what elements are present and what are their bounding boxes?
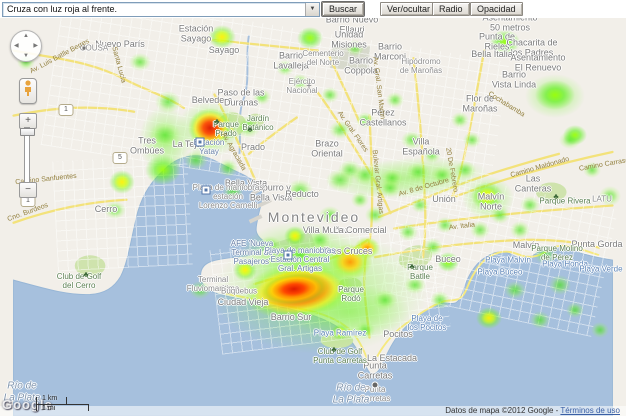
attribution-bar (0, 406, 626, 416)
pan-left-arrow-icon[interactable]: ◀ (14, 43, 19, 49)
scale-mi-label: 1 mi (42, 405, 56, 412)
golf-cerro (74, 255, 106, 277)
toolbar: Cruza con luz roja al frente. ▼ Buscar V… (0, 0, 626, 18)
scale-bar: 1 km 1 mi (36, 395, 96, 413)
pan-control[interactable]: ▲ ▼ ◀ ▶ (10, 30, 42, 62)
zoom-slider-handle[interactable] (20, 128, 35, 136)
pier (250, 184, 267, 196)
miguelete-creek (238, 35, 250, 154)
zoom-out-button[interactable]: − (19, 182, 37, 198)
show-hide-button[interactable]: Ver/ocultar (380, 2, 438, 16)
map-canvas[interactable]: Montevideo Nuevo París Estación Sayago Saya… (0, 18, 626, 416)
radius-button[interactable]: Radio (432, 2, 470, 16)
pegman-icon (25, 80, 31, 96)
rail-yard-block (266, 231, 316, 261)
cemetery-block (330, 43, 371, 72)
street-view-pegman[interactable] (19, 78, 37, 104)
map-base-layer (12, 35, 614, 416)
water-body (13, 155, 613, 416)
park-rodo (338, 277, 362, 293)
map-attribution: Datos de mapa ©2012 Google - Términos de… (445, 406, 620, 415)
park-rivera (535, 182, 567, 202)
pan-down-arrow-icon[interactable]: ▼ (23, 53, 29, 59)
search-dropdown-value: Cruza con luz roja al frente. (7, 4, 118, 14)
scale-km-label: 1 km (42, 395, 58, 402)
park-batlle (398, 245, 433, 270)
pier (248, 214, 263, 224)
opacity-button[interactable]: Opacidad (470, 2, 523, 16)
google-logo: Google (2, 397, 53, 412)
golf-punta-carretas (320, 332, 354, 349)
attribution-text: Datos de mapa ©2012 Google - (445, 406, 559, 415)
pan-up-arrow-icon[interactable]: ▲ (23, 33, 29, 39)
terms-link[interactable]: Términos de uso (560, 406, 620, 415)
search-button[interactable]: Buscar (322, 2, 365, 16)
chevron-down-icon[interactable]: ▼ (305, 3, 319, 16)
search-dropdown[interactable]: Cruza con luz roja al frente. ▼ (2, 2, 320, 17)
park-botanico (246, 113, 265, 128)
pan-right-arrow-icon[interactable]: ▶ (33, 43, 38, 49)
pier (254, 198, 272, 209)
